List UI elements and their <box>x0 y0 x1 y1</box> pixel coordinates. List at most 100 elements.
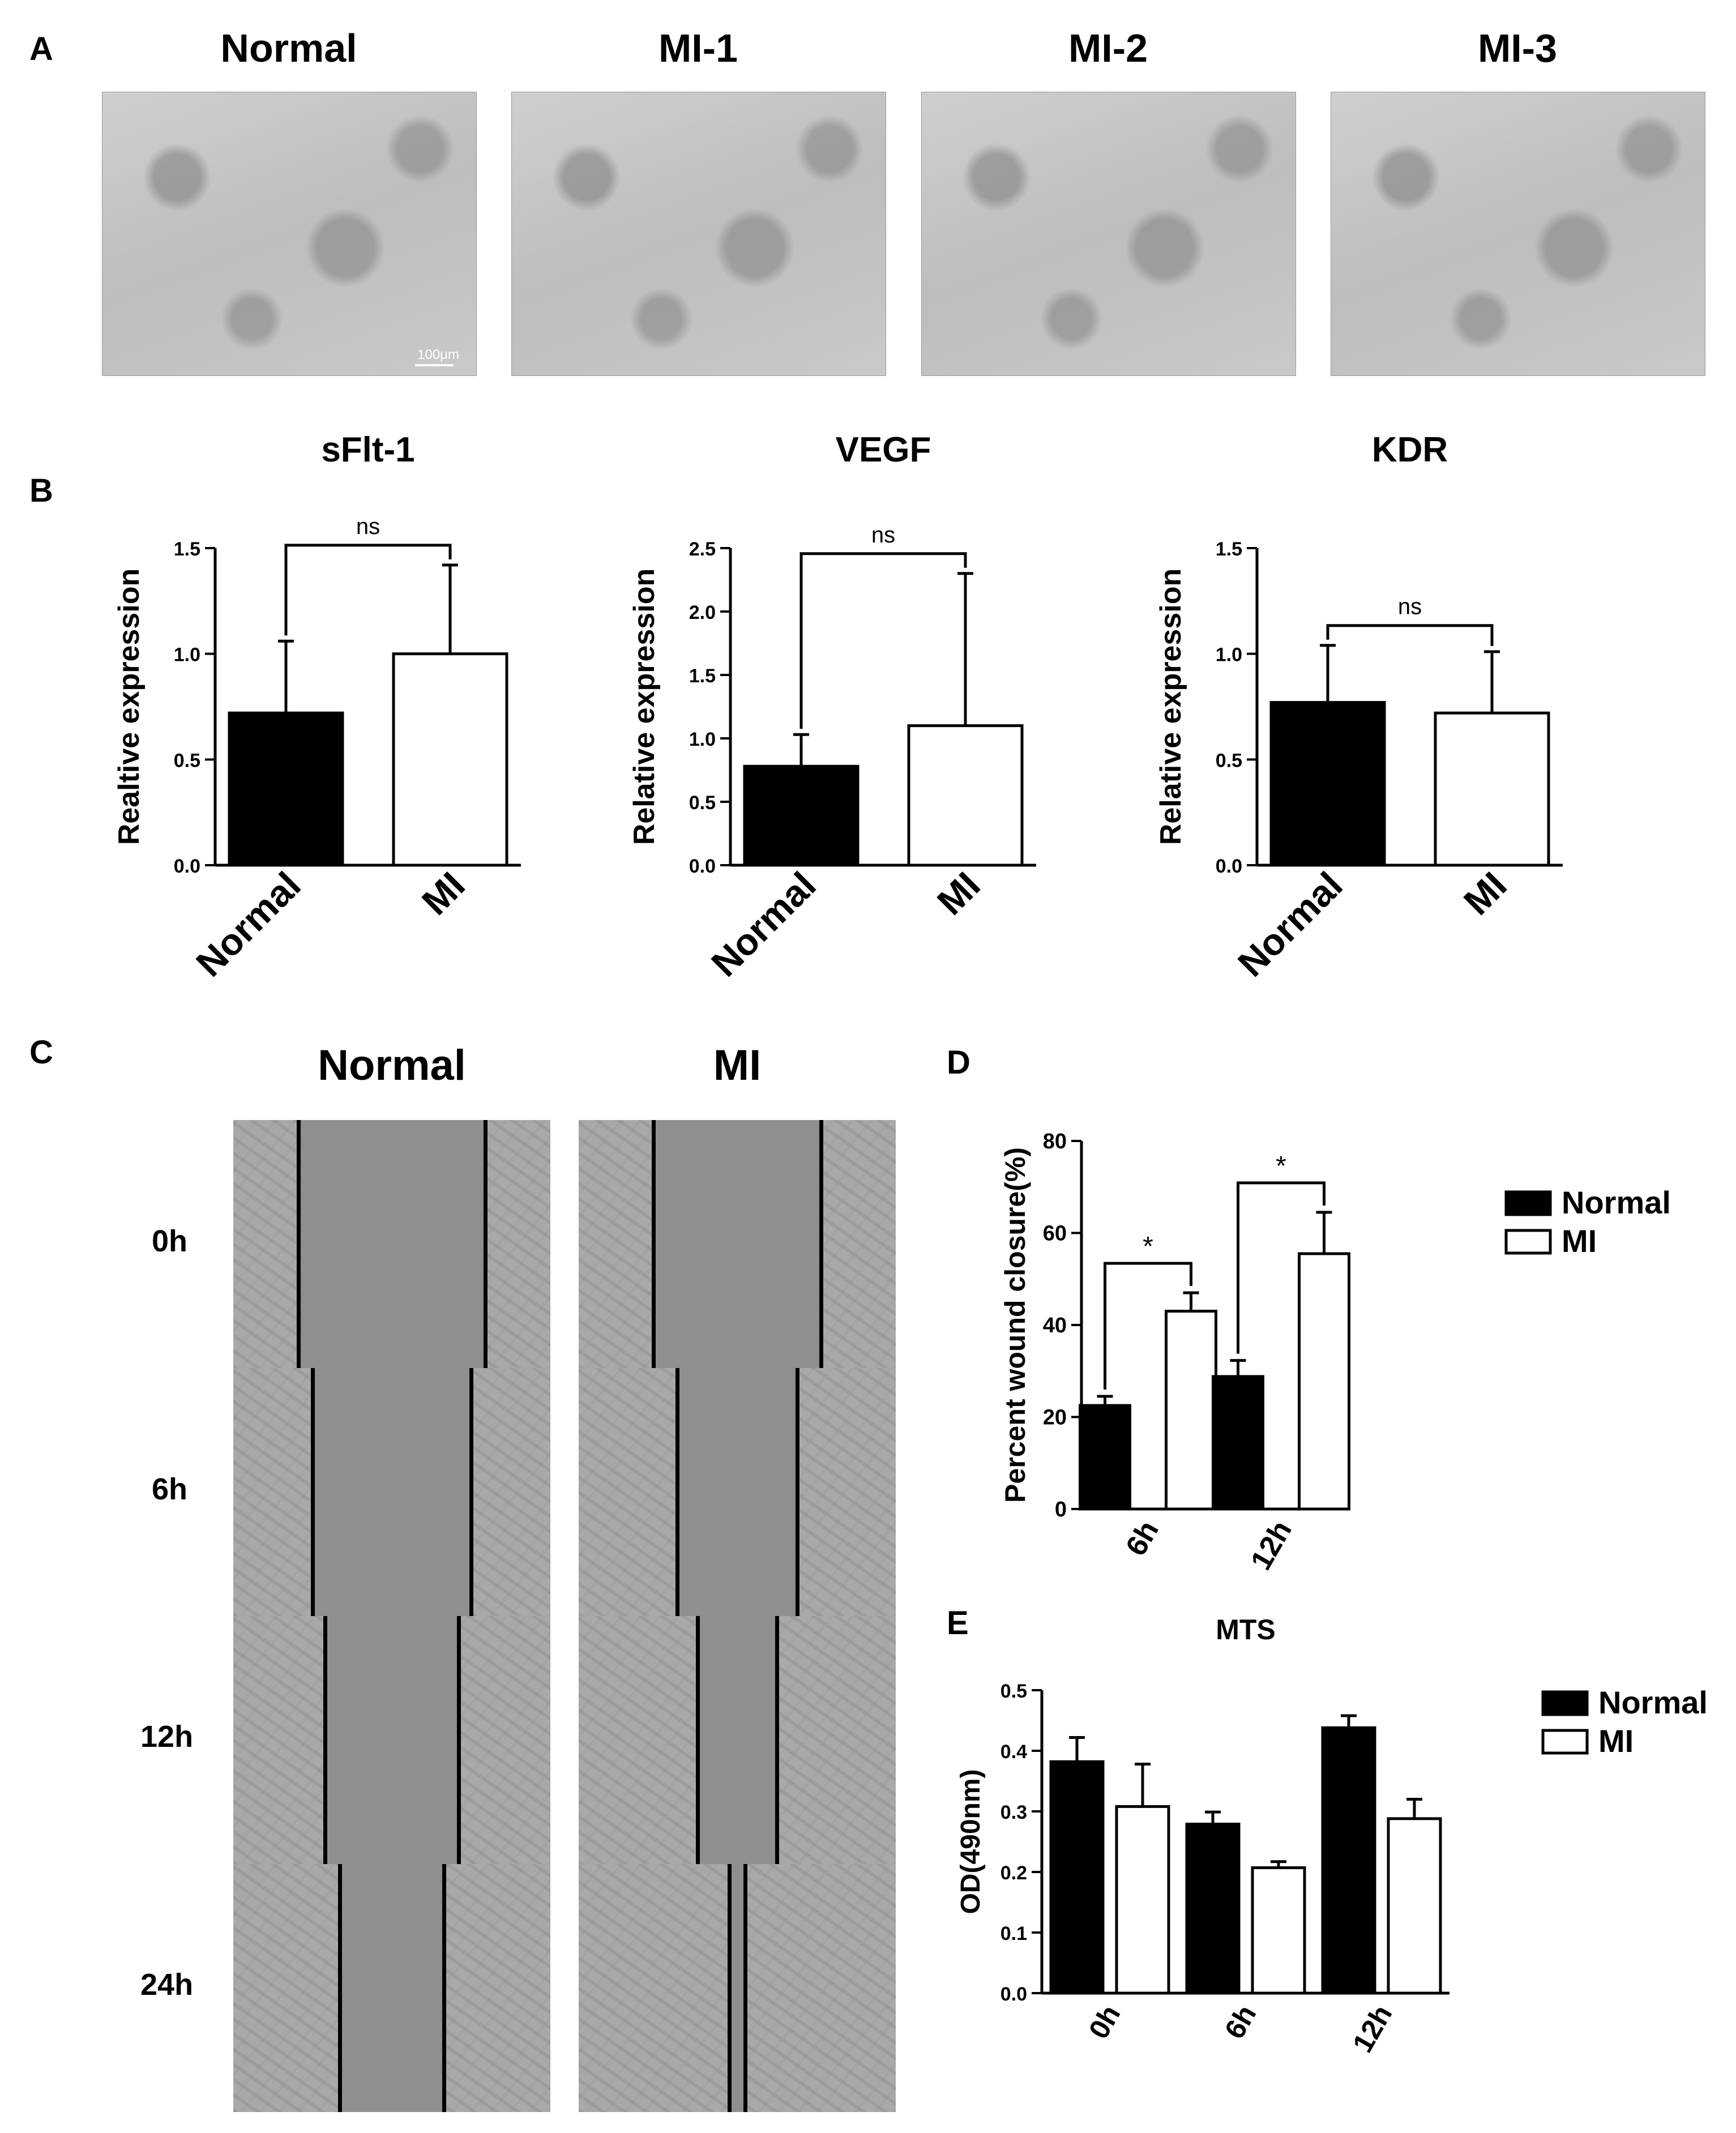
legend-swatch <box>1541 1729 1589 1755</box>
x-tick-label: 12h <box>1245 1515 1298 1576</box>
significance-bracket <box>1326 624 1494 646</box>
wound-image-grid <box>233 1120 896 2112</box>
wound-edge-right-line <box>484 1120 488 1368</box>
bar <box>743 764 860 867</box>
x-tick-label: 0h <box>1083 2000 1127 2045</box>
wound-image-normal-6h <box>233 1368 550 1616</box>
bar <box>907 724 1024 867</box>
image-title-mi-2: MI-2 <box>1068 26 1148 70</box>
scale-bar <box>415 364 454 366</box>
wound-image-normal-0h <box>233 1120 550 1368</box>
wound-gap <box>313 1368 471 1616</box>
y-tick-label: 1.0 <box>1216 644 1242 666</box>
image-title-mi-3: MI-3 <box>1478 26 1557 70</box>
y-tick-label: 40 <box>1043 1314 1067 1337</box>
y-tick-label: 0.2 <box>1000 1862 1027 1884</box>
y-tick-label: 1.0 <box>174 644 200 666</box>
bar <box>1269 701 1386 867</box>
bar <box>1212 1375 1264 1511</box>
x-tick-label: Normal <box>188 864 309 985</box>
y-tick-label: 1.5 <box>174 538 200 560</box>
row-label-12h: 12h <box>140 1720 194 1754</box>
y-tick-label: 60 <box>1043 1222 1067 1246</box>
column-title-normal: Normal <box>318 1041 466 1089</box>
legend-label: Normal <box>1562 1185 1671 1220</box>
bar <box>1165 1310 1217 1511</box>
wound-gap <box>298 1120 486 1368</box>
x-tick-label: MI <box>929 864 988 923</box>
chart-sflt1: 0.0 0.5 1.0 1.5 sFlt-1 Realtive expression ns N… <box>113 430 521 985</box>
wound-gap <box>653 1120 822 1368</box>
wound-image-mi-12h <box>579 1616 896 1864</box>
wound-edge-right-line <box>743 1864 747 2112</box>
tube-formation-image-mi-2 <box>921 92 1296 376</box>
x-tick-label: 6h <box>1119 1515 1165 1562</box>
legend-label: Normal <box>1598 1685 1708 1720</box>
significance-label: ns <box>356 514 380 539</box>
y-tick-label: 0.0 <box>174 856 200 877</box>
wound-image-normal-12h <box>233 1616 550 1864</box>
significance-label: ns <box>871 523 895 548</box>
legend-label: MI <box>1598 1723 1634 1759</box>
legend-label: MI <box>1562 1223 1597 1259</box>
y-tick-label: 0.3 <box>1000 1802 1027 1823</box>
y-tick-label: 0.5 <box>689 792 716 814</box>
y-axis-label: OD(490nm) <box>956 1769 986 1914</box>
wound-image-mi-24h <box>579 1864 896 2112</box>
panel-a-letter: A <box>29 31 53 67</box>
y-tick-label: 80 <box>1043 1130 1067 1153</box>
wound-gap <box>677 1368 798 1616</box>
y-tick-label: 2.0 <box>689 602 716 623</box>
wound-edge-left-line <box>651 1120 656 1368</box>
significance-bracket <box>1237 1181 1325 1354</box>
y-tick-label: 20 <box>1043 1406 1067 1430</box>
wound-edge-left-line <box>296 1120 301 1368</box>
legend-swatch <box>1504 1229 1552 1255</box>
bar <box>1049 1760 1105 1995</box>
bar <box>1387 1817 1442 1995</box>
significance-bracket <box>1104 1262 1192 1390</box>
x-tick-label: 6h <box>1218 2000 1263 2045</box>
wound-edge-left-line <box>323 1616 328 1864</box>
x-tick-label: 12h <box>1346 2000 1399 2058</box>
y-axis-label: Realtive expression <box>113 568 146 845</box>
wound-gap <box>325 1616 459 1864</box>
wound-image-mi-0h <box>579 1120 896 1368</box>
y-tick-label: 0 <box>1055 1498 1067 1521</box>
significance-label: * <box>1276 1151 1286 1181</box>
panel-e-letter: E <box>947 1605 969 1642</box>
wound-edge-right-line <box>775 1616 779 1864</box>
x-tick-label: Normal <box>1230 864 1350 985</box>
y-tick-label: 0.1 <box>1000 1923 1027 1944</box>
row-label-0h: 0h <box>152 1224 188 1258</box>
legend-swatch <box>1541 1690 1589 1716</box>
y-axis-label: Relative expression <box>628 568 661 845</box>
image-title-mi-1: MI-1 <box>659 26 738 70</box>
wound-edge-left-line <box>728 1864 732 2112</box>
wound-edge-right-line <box>819 1120 824 1368</box>
chart-kdr: 0.0 0.5 1.0 1.5 KDR Relative expression ns Norm… <box>1155 430 1563 985</box>
y-tick-label: 0.0 <box>1216 856 1242 877</box>
significance-bracket <box>799 552 967 729</box>
wound-image-mi-6h <box>579 1368 896 1616</box>
chart-mts: 0.0 0.1 0.2 0.3 0.4 0.5 MTS OD(490nm) 0h 6h 12h Nor… <box>956 1614 1708 2058</box>
bar <box>1251 1866 1306 1995</box>
image-title-normal: Normal <box>220 26 357 70</box>
y-tick-label: 0.5 <box>174 750 200 771</box>
chart-title: KDR <box>1372 430 1448 469</box>
panel-c-letter: C <box>29 1034 53 1071</box>
x-tick-label: MI <box>414 864 473 923</box>
wound-edge-left-line <box>696 1616 700 1864</box>
y-tick-label: 1.5 <box>1216 538 1242 560</box>
tube-formation-image-mi-1 <box>511 92 886 376</box>
wound-image-normal-24h <box>233 1864 550 2112</box>
bar <box>1298 1252 1350 1511</box>
chart-title: VEGF <box>836 430 931 469</box>
wound-edge-left-line <box>675 1368 679 1616</box>
x-tick-label: MI <box>1456 864 1515 923</box>
y-tick-label: 2.5 <box>689 538 716 560</box>
wound-edge-right-line <box>796 1368 800 1616</box>
significance-bracket <box>284 544 452 636</box>
bar <box>1434 711 1550 867</box>
bar <box>392 652 508 867</box>
